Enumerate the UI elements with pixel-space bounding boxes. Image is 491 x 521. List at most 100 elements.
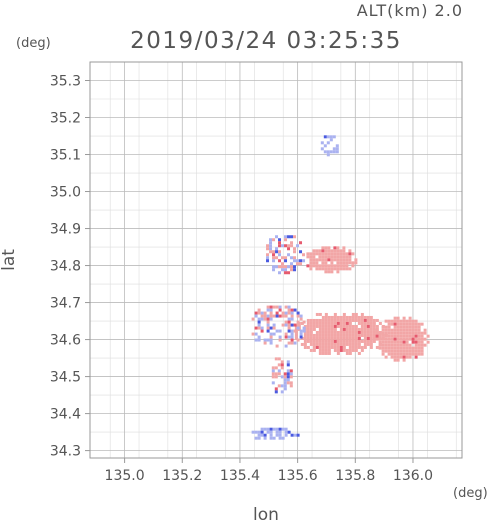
data-cell — [369, 324, 373, 328]
data-cell — [423, 331, 427, 335]
data-cell — [284, 427, 288, 431]
data-cell — [369, 339, 373, 343]
data-cell — [277, 369, 281, 373]
data-cell — [345, 261, 349, 265]
data-cell — [257, 436, 261, 440]
data-cell — [284, 332, 288, 336]
data-cell — [312, 321, 316, 325]
data-cell — [266, 305, 270, 309]
data-cell — [290, 235, 294, 239]
data-cell — [257, 320, 261, 324]
data-cell — [333, 324, 337, 328]
data-cell — [275, 427, 279, 431]
data-cell — [275, 265, 279, 269]
data-cell — [286, 369, 290, 373]
data-cell — [312, 258, 316, 262]
data-cell — [293, 308, 297, 312]
data-cell — [321, 264, 325, 268]
data-cell — [345, 336, 349, 340]
data-cell — [306, 336, 310, 340]
data-cell — [287, 235, 291, 239]
data-cell — [339, 318, 343, 322]
data-cell — [342, 330, 346, 334]
data-cell — [330, 264, 334, 268]
data-cell — [299, 250, 303, 254]
data-cell — [336, 252, 340, 256]
data-cell — [396, 343, 400, 347]
data-cell — [283, 372, 287, 376]
data-cell — [342, 348, 346, 352]
data-cell — [384, 343, 388, 347]
data-cell — [396, 334, 400, 338]
data-cell — [315, 324, 319, 328]
data-cell — [271, 369, 275, 373]
data-cell — [357, 345, 361, 349]
data-cell — [278, 271, 282, 275]
y-tick-label: 34.3 — [50, 444, 81, 460]
data-cell — [411, 340, 415, 344]
data-cell — [393, 319, 397, 323]
y-tick-label: 34.5 — [50, 370, 81, 386]
data-cell — [284, 314, 288, 318]
x-tick-label: 135.2 — [162, 468, 202, 484]
data-cell — [357, 342, 361, 346]
data-cell — [312, 318, 316, 322]
data-cell — [351, 252, 355, 256]
data-cell — [354, 318, 358, 322]
data-cell — [272, 326, 276, 330]
data-cell — [402, 316, 406, 320]
data-cell — [372, 336, 376, 340]
data-cell — [387, 319, 391, 323]
data-cell — [348, 333, 352, 337]
data-cell — [369, 327, 373, 331]
data-cell — [296, 338, 300, 342]
data-cell — [354, 330, 358, 334]
data-cell — [357, 336, 361, 340]
data-cell — [269, 238, 273, 242]
data-cell — [342, 318, 346, 322]
data-cell — [290, 244, 294, 248]
data-cell — [351, 339, 355, 343]
data-cell — [327, 330, 331, 334]
data-cell — [357, 327, 361, 331]
data-cell — [390, 349, 394, 353]
data-cell — [309, 330, 313, 334]
data-cell — [287, 323, 291, 327]
data-cell — [342, 327, 346, 331]
data-cell — [327, 327, 331, 331]
data-cell — [272, 314, 276, 318]
data-cell — [321, 345, 325, 349]
data-cell — [263, 311, 267, 315]
data-cell — [327, 321, 331, 325]
data-regions — [251, 135, 430, 440]
x-unit-label: (deg) — [453, 486, 488, 501]
data-cell — [354, 339, 358, 343]
data-cell — [411, 337, 415, 341]
data-cell — [281, 314, 285, 318]
data-cell — [300, 321, 304, 325]
data-cell — [332, 147, 336, 151]
data-cell — [408, 334, 412, 338]
data-cell — [293, 329, 297, 333]
data-cell — [366, 339, 370, 343]
data-cell — [290, 268, 294, 272]
data-cell — [381, 343, 385, 347]
data-cell — [290, 329, 294, 333]
data-cell — [315, 345, 319, 349]
data-cell — [339, 261, 343, 265]
data-cell — [351, 324, 355, 328]
data-cell — [293, 341, 297, 345]
data-cell — [318, 351, 322, 355]
data-cell — [260, 311, 264, 315]
data-cell — [296, 311, 300, 315]
data-cell — [275, 256, 279, 260]
data-cell — [393, 355, 397, 359]
data-cell — [278, 241, 282, 245]
data-cell — [312, 342, 316, 346]
data-cell — [366, 324, 370, 328]
data-cell — [399, 325, 403, 329]
data-cell — [405, 346, 409, 350]
data-cell — [330, 255, 334, 259]
data-cell — [321, 261, 325, 265]
data-cell — [351, 342, 355, 346]
